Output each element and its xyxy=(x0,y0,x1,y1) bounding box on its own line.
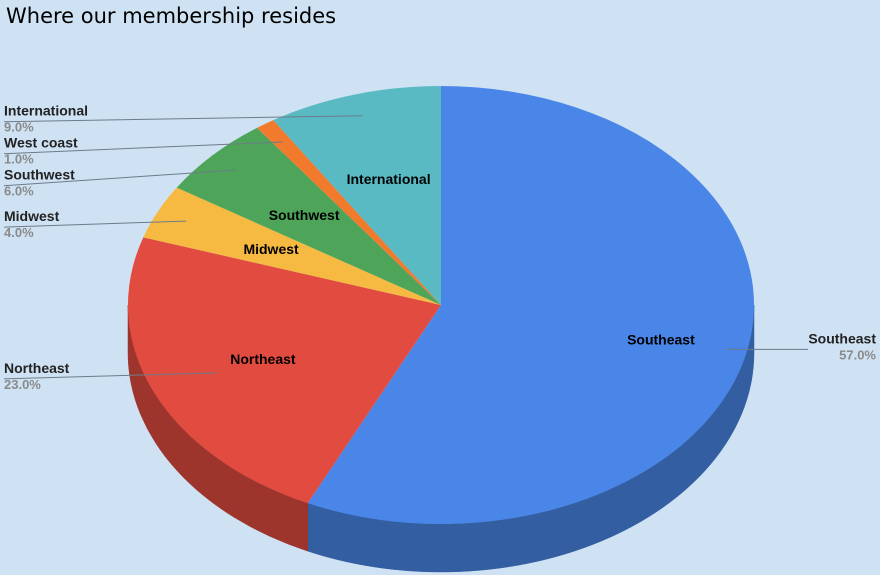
callout-percent: 23.0% xyxy=(4,377,41,392)
callout-name: West coast xyxy=(4,135,78,151)
leader-line xyxy=(3,169,236,187)
callout-percent: 57.0% xyxy=(839,347,876,362)
callout-name: Midwest xyxy=(4,208,60,224)
slice-label-southwest: Southwest xyxy=(269,207,340,223)
slice-label-international: International xyxy=(347,171,431,187)
slice-label-midwest: Midwest xyxy=(243,241,299,257)
leader-line xyxy=(3,372,217,380)
slice-northeast xyxy=(127,237,441,504)
callout-name: Southwest xyxy=(4,167,75,183)
slice-southwest xyxy=(176,127,442,305)
slice-international xyxy=(273,86,441,305)
callout-percent: 1.0% xyxy=(4,152,34,167)
callout-percent: 6.0% xyxy=(4,184,34,199)
slice-west-coast xyxy=(257,120,441,305)
slice-southeast xyxy=(307,86,754,524)
chart-title: Where our membership resides xyxy=(6,4,337,28)
callout-name: Northeast xyxy=(4,360,70,376)
slice-label-southeast: Southeast xyxy=(627,331,695,347)
callout-name: Southeast xyxy=(808,330,876,346)
leader-line xyxy=(3,141,283,155)
slice-midwest xyxy=(143,187,441,305)
callout-percent: 9.0% xyxy=(4,120,34,135)
slice-label-northeast: Northeast xyxy=(230,351,296,367)
callout-name: International xyxy=(4,103,88,119)
leader-line xyxy=(3,115,363,123)
leader-line xyxy=(3,220,187,228)
callout-percent: 4.0% xyxy=(4,225,34,240)
pie-top xyxy=(127,86,754,524)
